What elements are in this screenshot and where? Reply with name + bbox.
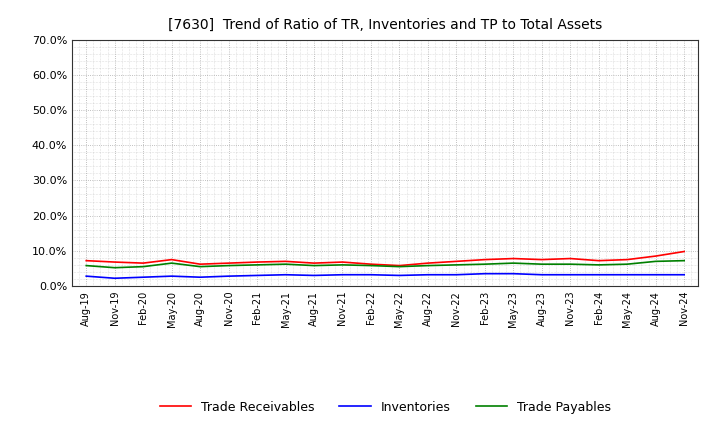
Line: Inventories: Inventories — [86, 274, 684, 278]
Title: [7630]  Trend of Ratio of TR, Inventories and TP to Total Assets: [7630] Trend of Ratio of TR, Inventories… — [168, 18, 603, 32]
Trade Receivables — [537, 257, 546, 262]
Inventories — [452, 272, 461, 277]
Trade Receivables — [139, 260, 148, 266]
Inventories — [423, 272, 432, 277]
Trade Receivables — [366, 261, 375, 267]
Trade Receivables — [595, 258, 603, 263]
Line: Trade Receivables: Trade Receivables — [86, 252, 684, 266]
Inventories — [167, 274, 176, 279]
Inventories — [139, 275, 148, 280]
Trade Receivables — [225, 260, 233, 266]
Inventories — [395, 273, 404, 278]
Trade Payables — [282, 261, 290, 267]
Inventories — [196, 275, 204, 280]
Trade Payables — [225, 263, 233, 268]
Inventories — [480, 271, 489, 276]
Trade Payables — [452, 262, 461, 268]
Trade Payables — [139, 264, 148, 269]
Trade Payables — [480, 261, 489, 267]
Trade Payables — [366, 263, 375, 268]
Line: Trade Payables: Trade Payables — [86, 260, 684, 268]
Trade Payables — [338, 262, 347, 268]
Trade Receivables — [253, 260, 261, 265]
Inventories — [680, 272, 688, 277]
Trade Receivables — [480, 257, 489, 262]
Trade Receivables — [652, 253, 660, 259]
Trade Receivables — [282, 259, 290, 264]
Trade Receivables — [338, 260, 347, 265]
Inventories — [282, 272, 290, 277]
Trade Payables — [680, 258, 688, 263]
Inventories — [338, 272, 347, 277]
Trade Receivables — [82, 258, 91, 263]
Trade Receivables — [623, 257, 631, 262]
Inventories — [253, 273, 261, 278]
Trade Receivables — [196, 261, 204, 267]
Inventories — [110, 275, 119, 281]
Inventories — [566, 272, 575, 277]
Inventories — [623, 272, 631, 277]
Trade Receivables — [680, 249, 688, 254]
Trade Receivables — [395, 263, 404, 268]
Inventories — [225, 274, 233, 279]
Trade Payables — [652, 259, 660, 264]
Trade Payables — [623, 261, 631, 267]
Trade Receivables — [566, 256, 575, 261]
Inventories — [82, 274, 91, 279]
Inventories — [537, 272, 546, 277]
Trade Payables — [110, 265, 119, 270]
Legend: Trade Receivables, Inventories, Trade Payables: Trade Receivables, Inventories, Trade Pa… — [155, 396, 616, 419]
Trade Receivables — [452, 259, 461, 264]
Inventories — [652, 272, 660, 277]
Inventories — [310, 273, 318, 278]
Inventories — [595, 272, 603, 277]
Trade Payables — [253, 262, 261, 268]
Trade Payables — [509, 260, 518, 266]
Trade Payables — [537, 261, 546, 267]
Trade Payables — [395, 264, 404, 269]
Trade Payables — [595, 262, 603, 268]
Inventories — [509, 271, 518, 276]
Trade Payables — [423, 263, 432, 268]
Trade Payables — [566, 261, 575, 267]
Trade Payables — [82, 263, 91, 268]
Trade Payables — [310, 263, 318, 268]
Trade Payables — [196, 264, 204, 269]
Trade Receivables — [423, 260, 432, 266]
Trade Payables — [167, 260, 176, 266]
Trade Receivables — [110, 260, 119, 265]
Inventories — [366, 272, 375, 277]
Trade Receivables — [509, 256, 518, 261]
Trade Receivables — [167, 257, 176, 262]
Trade Receivables — [310, 260, 318, 266]
